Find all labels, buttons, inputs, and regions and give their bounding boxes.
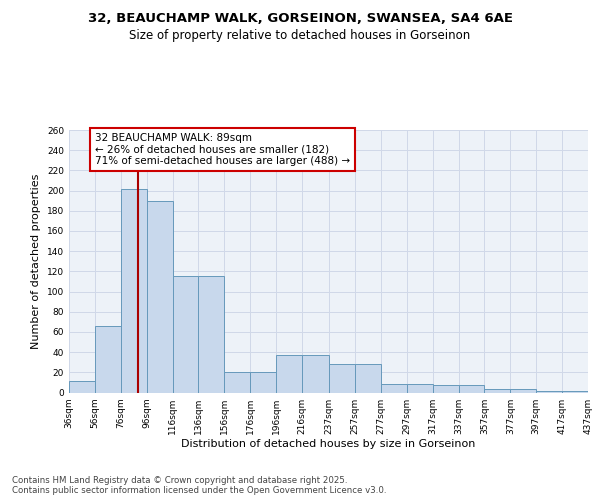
Bar — [224, 372, 250, 392]
Bar — [173, 276, 199, 392]
Bar — [302, 355, 329, 393]
Text: Contains HM Land Registry data © Crown copyright and database right 2025.
Contai: Contains HM Land Registry data © Crown c… — [12, 476, 386, 496]
Text: Size of property relative to detached houses in Gorseinon: Size of property relative to detached ho… — [130, 29, 470, 42]
Bar — [484, 390, 511, 392]
Bar — [329, 364, 355, 392]
Text: 32 BEAUCHAMP WALK: 89sqm
← 26% of detached houses are smaller (182)
71% of semi-: 32 BEAUCHAMP WALK: 89sqm ← 26% of detach… — [95, 133, 350, 166]
Bar — [511, 390, 536, 392]
Bar — [381, 384, 407, 392]
Bar — [458, 386, 484, 392]
Bar — [250, 372, 276, 392]
Bar — [276, 355, 302, 393]
Text: 32, BEAUCHAMP WALK, GORSEINON, SWANSEA, SA4 6AE: 32, BEAUCHAMP WALK, GORSEINON, SWANSEA, … — [88, 12, 512, 26]
X-axis label: Distribution of detached houses by size in Gorseinon: Distribution of detached houses by size … — [181, 440, 476, 450]
Bar — [95, 326, 121, 392]
Bar — [199, 276, 224, 392]
Y-axis label: Number of detached properties: Number of detached properties — [31, 174, 41, 349]
Bar — [355, 364, 381, 392]
Bar — [146, 200, 173, 392]
Bar — [121, 188, 146, 392]
Bar — [433, 386, 458, 392]
Bar — [69, 382, 95, 392]
Bar — [407, 384, 433, 392]
